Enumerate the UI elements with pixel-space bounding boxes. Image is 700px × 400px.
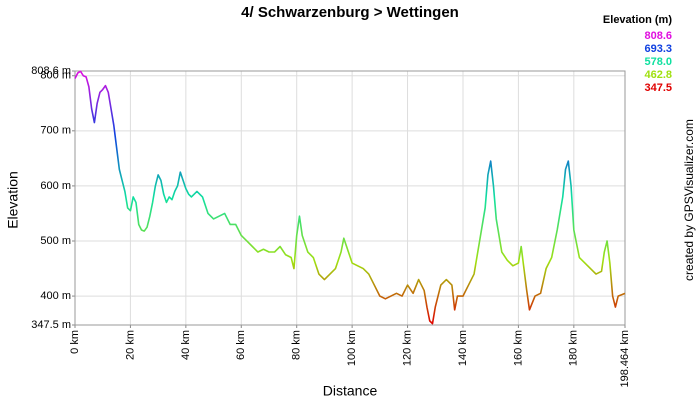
chart-title: 4/ Schwarzenburg > Wettingen [241, 4, 459, 21]
credit: created by GPSVisualizer.com [682, 119, 696, 281]
plot-frame [74, 70, 626, 326]
y-axis-label: Elevation [5, 171, 21, 229]
legend-entry: 578.0 [644, 56, 672, 68]
y-tick-label: 808.6 m [31, 65, 71, 77]
x-axis-label: Distance [323, 383, 378, 399]
y-tick-label: 347.5 m [31, 319, 71, 331]
y-tick-label: 600 m [40, 180, 71, 192]
legend-title: Elevation (m) [603, 14, 672, 26]
legend-entry: 462.8 [644, 69, 672, 81]
x-tick-label: 20 km [124, 330, 136, 360]
y-tick-label: 800 m [40, 70, 71, 82]
x-tick-label: 80 km [291, 330, 303, 360]
elevation-line [74, 70, 626, 325]
y-tick-label: 500 m [40, 235, 71, 247]
legend-entry: 693.3 [644, 43, 672, 55]
legend-entry: 808.6 [644, 30, 672, 42]
x-tick-label: 198.464 km [619, 330, 631, 387]
x-tick-label: 60 km [235, 330, 247, 360]
x-tick-label: 0 km [69, 330, 81, 354]
x-tick-label: 100 km [346, 330, 358, 366]
x-tick-label: 140 km [457, 330, 469, 366]
x-tick-label: 40 km [180, 330, 192, 360]
y-tick-label: 400 m [40, 290, 71, 302]
x-tick-label: 120 km [401, 330, 413, 366]
y-tick-label: 700 m [40, 125, 71, 137]
x-tick-label: 180 km [568, 330, 580, 366]
x-tick-label: 160 km [512, 330, 524, 366]
legend-entry: 347.5 [644, 82, 672, 94]
